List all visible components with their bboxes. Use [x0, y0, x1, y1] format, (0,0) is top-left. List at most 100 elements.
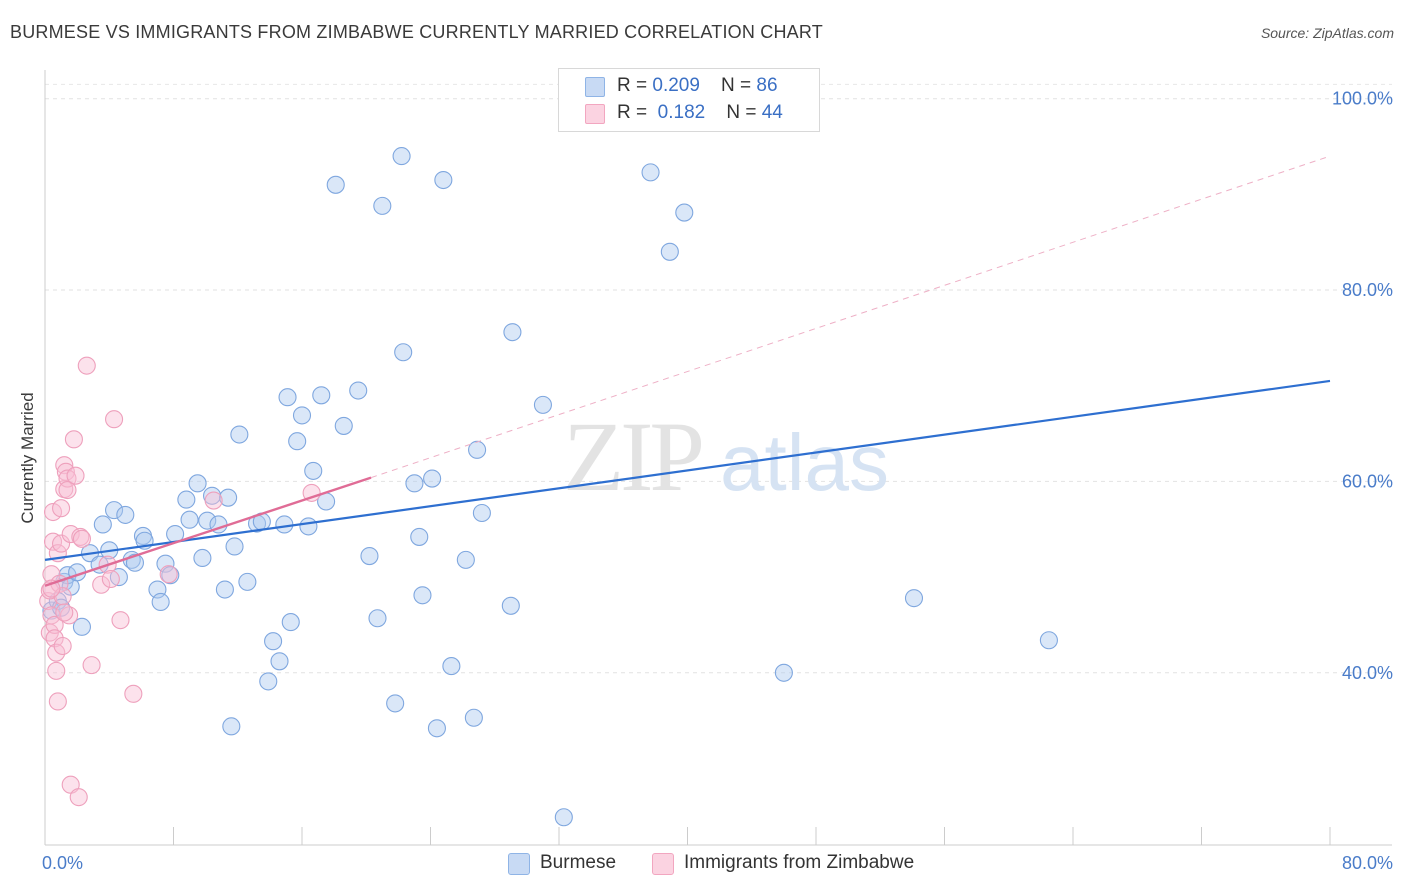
chart-title: BURMESE VS IMMIGRANTS FROM ZIMBABWE CURR…	[10, 22, 823, 42]
point-zimbabwe	[124, 684, 143, 703]
point-burmese	[468, 440, 487, 459]
trend-line-zimbabwe	[44, 476, 372, 587]
point-burmese	[198, 511, 217, 530]
point-burmese	[554, 808, 573, 827]
legend-swatch-burmese	[585, 77, 605, 97]
point-burmese	[238, 572, 257, 591]
y-tick-label: 40.0%	[1342, 663, 1393, 683]
point-burmese	[299, 517, 318, 536]
legend-r-label: R =	[617, 75, 653, 96]
point-burmese	[774, 663, 793, 682]
point-burmese	[188, 474, 207, 493]
point-burmese	[472, 503, 491, 523]
point-burmese	[219, 488, 238, 507]
stats-legend: R = 0.209 N = 86 R = 0.182 N = 44	[558, 68, 820, 132]
point-zimbabwe	[66, 466, 85, 485]
x-tick-label: 0.0%	[42, 853, 83, 873]
point-burmese	[292, 406, 312, 425]
point-zimbabwe	[77, 356, 96, 375]
point-burmese	[386, 694, 405, 713]
legend-n-value: 44	[761, 102, 783, 123]
point-burmese	[503, 323, 522, 342]
legend-r-value: 0.209	[652, 75, 700, 96]
point-burmese	[180, 510, 199, 529]
point-burmese	[193, 548, 212, 568]
point-zimbabwe	[111, 611, 130, 630]
point-burmese	[434, 170, 453, 190]
legend-n-label: N =	[721, 75, 757, 96]
x-tick-label: 80.0%	[1342, 853, 1393, 873]
point-burmese	[405, 474, 424, 493]
y-axis-label: Currently Married	[18, 392, 37, 523]
point-burmese	[225, 537, 244, 556]
point-burmese	[264, 632, 283, 651]
point-burmese	[275, 515, 294, 534]
legend-n-value: 86	[756, 75, 778, 96]
point-burmese	[423, 469, 442, 488]
tick-labels: 100.0% 80.0% 60.0% 40.0% 0.0% 80.0%	[42, 89, 1393, 873]
point-burmese	[281, 613, 300, 632]
legend-stats-burmese: R = 0.209 N = 86	[617, 75, 778, 97]
point-zimbabwe	[69, 788, 88, 807]
point-zimbabwe	[82, 656, 101, 675]
point-zimbabwe	[204, 491, 223, 510]
legend-stats-zimbabwe: R = 0.182 N = 44	[617, 102, 783, 124]
point-zimbabwe	[101, 569, 120, 589]
point-burmese	[105, 501, 124, 520]
bottom-legend-label-zimbabwe: Immigrants from Zimbabwe	[684, 852, 915, 873]
point-burmese	[904, 589, 924, 608]
point-burmese	[413, 586, 432, 605]
point-burmese	[394, 343, 413, 362]
point-burmese	[312, 386, 331, 405]
point-zimbabwe	[105, 410, 124, 429]
watermark: ZIP atlas	[563, 401, 889, 512]
point-burmese	[278, 388, 297, 407]
point-zimbabwe	[58, 480, 77, 500]
point-burmese	[177, 490, 196, 509]
point-burmese	[222, 717, 241, 736]
point-zimbabwe	[52, 534, 71, 553]
axes	[44, 70, 1392, 846]
data-points	[39, 147, 1058, 827]
point-burmese	[349, 381, 368, 400]
point-burmese	[641, 163, 660, 182]
trend-lines	[44, 155, 1331, 587]
watermark-zip: ZIP	[563, 401, 701, 512]
point-zimbabwe	[56, 462, 75, 481]
point-burmese	[215, 580, 234, 599]
point-zimbabwe	[55, 456, 74, 475]
point-burmese	[675, 203, 694, 222]
point-zimbabwe	[55, 603, 74, 622]
legend-n-label: N =	[726, 102, 762, 123]
point-burmese	[151, 592, 170, 612]
source-label: Source: ZipAtlas.com	[1260, 25, 1394, 41]
point-burmese	[72, 617, 91, 636]
point-burmese	[456, 550, 475, 569]
point-burmese	[270, 652, 289, 671]
point-burmese	[116, 505, 135, 524]
point-zimbabwe	[72, 529, 91, 548]
point-zimbabwe	[60, 606, 79, 625]
y-tick-label: 80.0%	[1342, 280, 1393, 300]
point-burmese	[230, 425, 249, 444]
point-zimbabwe	[159, 565, 178, 584]
point-burmese	[373, 196, 392, 215]
point-burmese	[442, 657, 461, 676]
point-burmese	[156, 554, 175, 573]
point-zimbabwe	[48, 692, 67, 711]
point-burmese	[288, 432, 307, 451]
point-burmese	[501, 596, 520, 615]
point-zimbabwe	[64, 430, 83, 449]
point-burmese	[304, 461, 323, 480]
point-burmese	[464, 708, 483, 727]
point-zimbabwe	[47, 643, 66, 662]
point-burmese	[368, 609, 387, 628]
point-burmese	[533, 395, 552, 414]
bottom-legend-swatch-zimbabwe	[652, 853, 674, 875]
point-burmese	[93, 515, 112, 534]
point-burmese	[360, 546, 379, 566]
point-burmese	[334, 416, 353, 435]
point-zimbabwe	[47, 661, 66, 680]
point-zimbabwe	[53, 636, 72, 656]
